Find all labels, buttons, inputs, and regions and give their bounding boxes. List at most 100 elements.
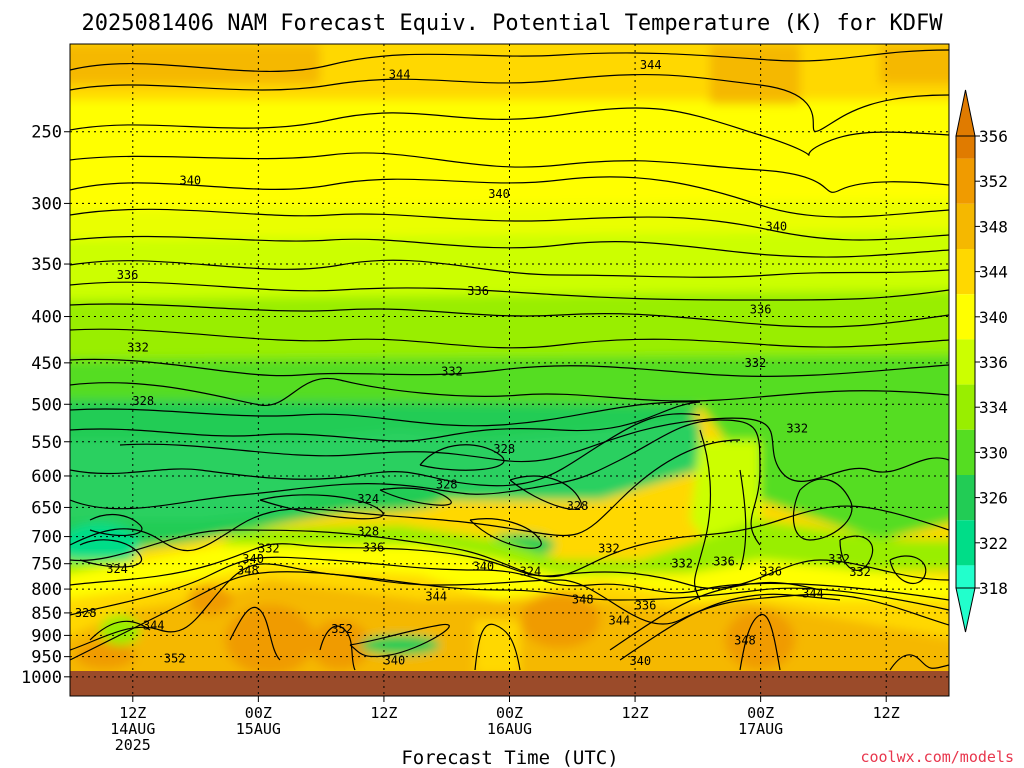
contour-label: 324 [106,562,128,576]
contour-label: 332 [849,565,871,579]
colorbar-label: 344 [979,263,1008,282]
y-tick-label: 950 [31,648,62,668]
y-tick-label: 500 [31,395,62,415]
contour-label: 336 [760,564,782,578]
colorbar-label: 352 [979,172,1008,191]
contour-label: 348 [572,593,594,607]
contour-label: 336 [117,268,139,282]
contour-label: 340 [488,187,510,201]
contour-label: 336 [635,598,657,612]
colorbar-swatch [956,520,975,566]
colorbar: 356 352 348 344 340 336 334 330 326 322 318 [955,89,1008,633]
contour-label: 324 [520,564,542,578]
colorbar-label: 348 [979,217,1008,236]
colorbar-label: 334 [979,398,1008,417]
contour-lines [70,49,949,671]
y-tick-label: 250 [31,123,62,143]
contour-label: 332 [786,422,808,436]
y-tick-label: 300 [31,194,62,214]
colorbar-swatch [956,339,975,385]
y-tick-label: 600 [31,467,62,487]
y-tick-label: 750 [31,555,62,575]
contour-label: 328 [567,499,589,513]
contour-label: 328 [357,524,379,538]
contour-labels: 3443443403403403363363363323323323323283… [75,58,871,668]
y-tick-label: 800 [31,580,62,600]
contour-label: 348 [734,634,756,648]
contour-label: 324 [357,492,379,506]
y-tick-label: 350 [31,255,62,275]
y-tick-label: 900 [31,626,62,646]
y-tick-label: 650 [31,498,62,518]
contour-label: 336 [467,284,489,298]
gridlines [70,44,949,696]
contour-label: 332 [828,552,850,566]
colorbar-label: 356 [979,127,1008,146]
x-tick-label: 00Z [245,704,272,722]
colorbar-swatch [956,158,975,204]
x-tick-label: 15AUG [236,720,281,738]
x-tick-label: 12Z [119,704,146,722]
colorbar-swatch [956,203,975,249]
colorbar-swatch [956,565,975,588]
contour-label: 332 [258,542,280,556]
colorbar-swatch [956,429,975,475]
plot-area: 3443443403403403363363363323323323323283… [69,43,950,697]
x-tick-label: 12Z [873,704,900,722]
contour-label: 344 [609,614,631,628]
contour-label: 328 [132,394,154,408]
contour-label: 340 [472,559,494,573]
x-tick-label: 16AUG [487,720,532,738]
colorbar-swatch [956,294,975,340]
contour-label: 344 [802,586,824,600]
contour-label: 328 [75,606,97,620]
y-tick-label: 550 [31,433,62,453]
colorbar-swatch [956,136,975,159]
colorbar-swatch [956,475,975,521]
contour-label: 344 [640,58,662,72]
colorbar-swatch [956,384,975,430]
contour-label: 344 [425,589,447,603]
y-axis: 2503003504004505005506006507007508008509… [21,123,70,688]
colorbar-label: 340 [979,308,1008,327]
contour-label: 336 [713,555,735,569]
contour-label: 352 [164,652,186,666]
contour-label: 352 [331,622,353,636]
x-axis-label: Forecast Time (UTC) [401,747,618,768]
y-tick-label: 850 [31,604,62,624]
x-tick-label: 00Z [747,704,774,722]
colorbar-extend-bottom [955,587,976,633]
colorbar-label: 318 [979,579,1008,598]
chart-title: 2025081406 NAM Forecast Equiv. Potential… [82,11,944,36]
contour-label: 340 [179,173,201,187]
colorbar-label: 322 [979,534,1008,553]
contour-label: 328 [436,477,458,491]
colorbar-label: 330 [979,443,1008,462]
x-tick-label: 00Z [496,704,523,722]
contour-label: 332 [127,341,149,355]
credit-text: coolwx.com/models [860,748,1014,766]
colorbar-label: 336 [979,353,1008,372]
y-tick-label: 1000 [21,668,62,688]
contour-label: 348 [237,563,259,577]
contour-label: 328 [493,442,515,456]
x-tick-label: 14AUG [110,720,155,738]
contour-label: 344 [389,67,411,81]
colorbar-swatch [956,249,975,295]
colorbar-extend-top [955,89,976,137]
x-tick-label: 12Z [622,704,649,722]
colorbar-label: 326 [979,489,1008,508]
y-tick-label: 700 [31,528,62,548]
y-tick-label: 400 [31,308,62,328]
contour-label: 344 [143,619,165,633]
x-tick-label: 17AUG [738,720,783,738]
contour-label: 332 [598,542,620,556]
x-tick-label: 12Z [370,704,397,722]
contour-label: 340 [384,653,406,667]
contour-label: 340 [765,219,787,233]
contour-label: 332 [441,364,463,378]
contour-label: 336 [363,541,385,555]
x-tick-label: 2025 [115,736,151,754]
